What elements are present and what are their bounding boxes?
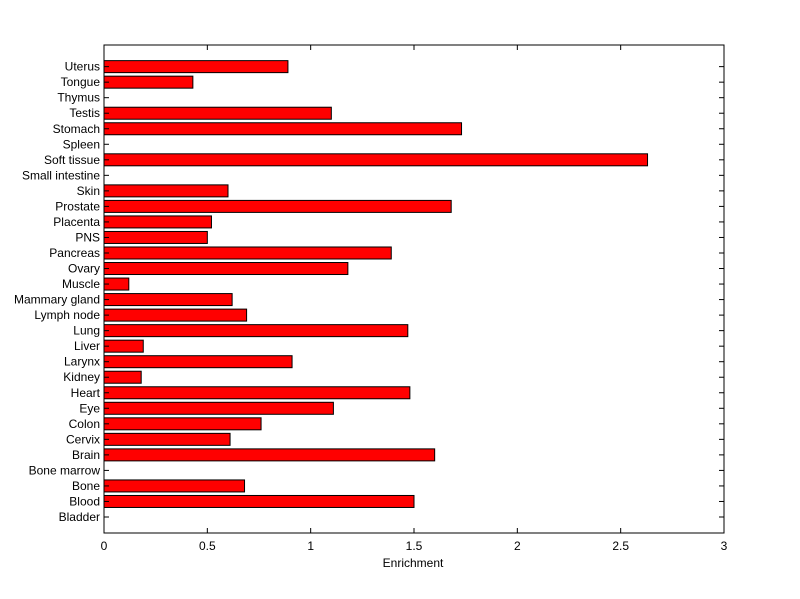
y-tick-label-ovary: Ovary xyxy=(68,262,100,276)
y-tick-label-heart: Heart xyxy=(71,386,101,400)
bar-uterus xyxy=(103,60,289,74)
y-tick-label-skin: Skin xyxy=(77,184,100,198)
bar-lung xyxy=(103,324,409,338)
bar-pancreas xyxy=(103,246,392,260)
bar-larynx xyxy=(103,355,293,369)
y-tick-label-lymph-node: Lymph node xyxy=(34,308,100,322)
y-tick-label-thymus: Thymus xyxy=(57,91,100,105)
y-tick-label-liver: Liver xyxy=(74,339,100,353)
bar-brain xyxy=(103,448,436,462)
y-tick-label-prostate: Prostate xyxy=(55,199,100,213)
x-tick-label: 3 xyxy=(721,539,728,553)
y-tick-label-muscle: Muscle xyxy=(62,277,100,291)
x-tick-label: 1.5 xyxy=(406,539,423,553)
x-tick-label: 0.5 xyxy=(199,539,216,553)
x-axis-label: Enrichment xyxy=(383,556,444,570)
y-tick-label-bladder: Bladder xyxy=(59,510,100,524)
bar-kidney xyxy=(103,370,142,384)
bar-testis xyxy=(103,106,332,120)
y-tick-label-pancreas: Pancreas xyxy=(49,246,100,260)
bar-skin xyxy=(103,184,229,198)
bar-stomach xyxy=(103,122,463,136)
bar-liver xyxy=(103,339,144,353)
y-tick-label-small-intestine: Small intestine xyxy=(22,168,100,182)
y-tick-label-placenta: Placenta xyxy=(53,215,100,229)
y-tick-label-soft-tissue: Soft tissue xyxy=(44,153,100,167)
y-tick-label-colon: Colon xyxy=(69,417,100,431)
bar-bone xyxy=(103,479,246,493)
bar-heart xyxy=(103,386,411,400)
y-tick-label-brain: Brain xyxy=(72,448,100,462)
y-tick-label-blood: Blood xyxy=(69,494,100,508)
y-tick-label-mammary-gland: Mammary gland xyxy=(14,293,100,307)
bar-placenta xyxy=(103,215,212,229)
plot-frame xyxy=(103,44,725,534)
bar-tongue xyxy=(103,75,194,89)
bar-pns xyxy=(103,230,208,244)
y-tick-label-tongue: Tongue xyxy=(61,75,101,89)
bar-cervix xyxy=(103,432,231,446)
bar-lymph-node xyxy=(103,308,248,322)
x-ticks-group: 0 0.5 1 1.5 2 2.5 3 xyxy=(101,45,728,553)
y-tick-label-bone: Bone xyxy=(72,479,100,493)
bar-ovary xyxy=(103,262,349,276)
y-tick-label-pns: PNS xyxy=(75,230,100,244)
y-tick-label-testis: Testis xyxy=(69,106,100,120)
bar-blood xyxy=(103,494,415,508)
y-tick-label-lung: Lung xyxy=(73,324,100,338)
y-tick-label-larynx: Larynx xyxy=(64,355,100,369)
bar-soft-tissue xyxy=(103,153,649,167)
x-tick-label: 1 xyxy=(307,539,314,553)
x-tick-label: 2 xyxy=(514,539,521,553)
y-tick-label-bone-marrow: Bone marrow xyxy=(29,463,101,477)
x-tick-label: 2.5 xyxy=(612,539,629,553)
y-tick-label-spleen: Spleen xyxy=(63,137,100,151)
bar-eye xyxy=(103,401,334,415)
bar-prostate xyxy=(103,199,452,213)
y-tick-label-cervix: Cervix xyxy=(66,432,100,446)
y-tick-label-kidney: Kidney xyxy=(63,370,100,384)
y-tick-label-eye: Eye xyxy=(79,401,100,415)
bar-mammary-gland xyxy=(103,293,233,307)
y-tick-label-uterus: Uterus xyxy=(65,60,100,74)
bar-colon xyxy=(103,417,262,431)
y-tick-label-stomach: Stomach xyxy=(53,122,100,136)
x-tick-label: 0 xyxy=(101,539,108,553)
